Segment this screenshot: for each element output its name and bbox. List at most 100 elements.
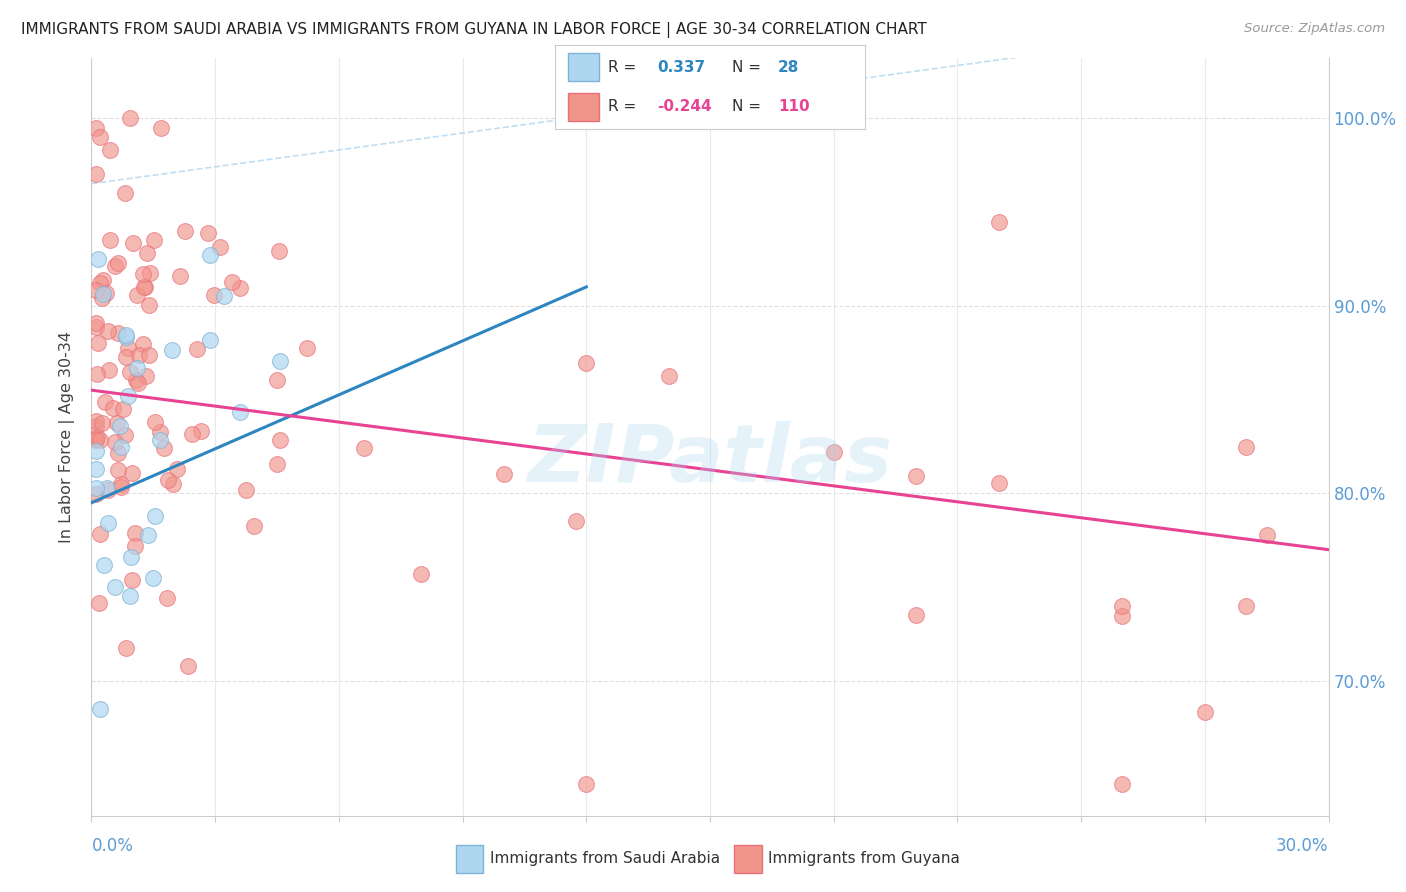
FancyBboxPatch shape [568, 93, 599, 120]
Point [94, 394, 117, 409]
Point [269, 433, 291, 447]
Point [121, 467, 143, 481]
Point [295, 342, 318, 356]
Point [124, 539, 146, 553]
Text: Immigrants from Guyana: Immigrants from Guyana [768, 851, 960, 866]
Point [84, 487, 107, 501]
Point [86, 429, 108, 443]
Point [1111, 599, 1133, 614]
Point [156, 473, 179, 487]
Point [243, 519, 266, 533]
Point [155, 591, 177, 606]
Point [125, 374, 148, 388]
Point [136, 528, 159, 542]
Point [91, 291, 114, 305]
Point [94, 285, 117, 300]
Point [97, 483, 120, 498]
Point [174, 224, 197, 238]
Point [139, 266, 162, 280]
Point [905, 469, 928, 483]
Point [91, 286, 114, 301]
Text: 28: 28 [778, 60, 800, 75]
Point [128, 349, 150, 363]
Text: Source: ZipAtlas.com: Source: ZipAtlas.com [1244, 22, 1385, 36]
Point [190, 425, 212, 439]
Point [235, 483, 257, 498]
Point [166, 461, 188, 475]
Point [127, 376, 149, 390]
Point [149, 433, 172, 447]
Text: 30.0%: 30.0% [1277, 837, 1329, 855]
Point [120, 365, 142, 379]
Point [108, 418, 131, 433]
Point [91, 273, 114, 287]
Point [84, 481, 107, 495]
Point [143, 508, 166, 523]
Point [138, 298, 160, 312]
Point [115, 641, 138, 656]
Point [177, 658, 200, 673]
Point [104, 580, 127, 594]
Point [93, 558, 115, 573]
Point [1111, 777, 1133, 791]
Text: N =: N = [731, 60, 765, 75]
Point [266, 373, 288, 387]
Point [266, 457, 288, 471]
Point [197, 227, 219, 241]
Point [104, 435, 127, 450]
Point [200, 248, 222, 262]
Point [142, 571, 165, 585]
Point [84, 418, 107, 433]
Text: R =: R = [607, 99, 641, 114]
Point [107, 446, 129, 460]
Point [565, 514, 588, 528]
FancyBboxPatch shape [456, 845, 484, 872]
Point [353, 442, 375, 456]
Point [117, 389, 139, 403]
Point [143, 415, 166, 429]
Point [84, 120, 107, 135]
Point [132, 336, 155, 351]
Point [98, 234, 121, 248]
Point [212, 289, 235, 303]
FancyBboxPatch shape [734, 845, 762, 872]
Point [96, 481, 118, 495]
Point [97, 516, 120, 531]
Point [492, 467, 515, 481]
Point [114, 327, 136, 342]
Text: R =: R = [607, 60, 641, 75]
Point [107, 326, 129, 340]
Point [84, 433, 107, 447]
Point [98, 144, 121, 158]
Point [142, 233, 165, 247]
Point [110, 477, 132, 491]
Point [120, 550, 142, 565]
Point [97, 362, 120, 376]
Point [89, 129, 111, 144]
Point [221, 275, 243, 289]
Point [1234, 599, 1257, 613]
Text: N =: N = [731, 99, 765, 114]
Point [121, 573, 143, 587]
Point [121, 236, 143, 251]
Point [89, 702, 111, 716]
Point [125, 361, 148, 376]
Point [84, 443, 107, 458]
Point [107, 256, 129, 270]
Point [114, 186, 136, 201]
Point [117, 341, 139, 355]
Point [125, 288, 148, 302]
Point [86, 335, 108, 350]
Point [104, 259, 127, 273]
Point [181, 427, 204, 442]
Point [134, 280, 156, 294]
Point [114, 329, 136, 343]
Point [1194, 706, 1216, 720]
Point [134, 280, 156, 294]
Point [124, 525, 146, 540]
Point [269, 354, 291, 368]
Point [135, 369, 157, 384]
Point [101, 401, 124, 416]
Point [153, 441, 176, 455]
Point [89, 527, 111, 541]
